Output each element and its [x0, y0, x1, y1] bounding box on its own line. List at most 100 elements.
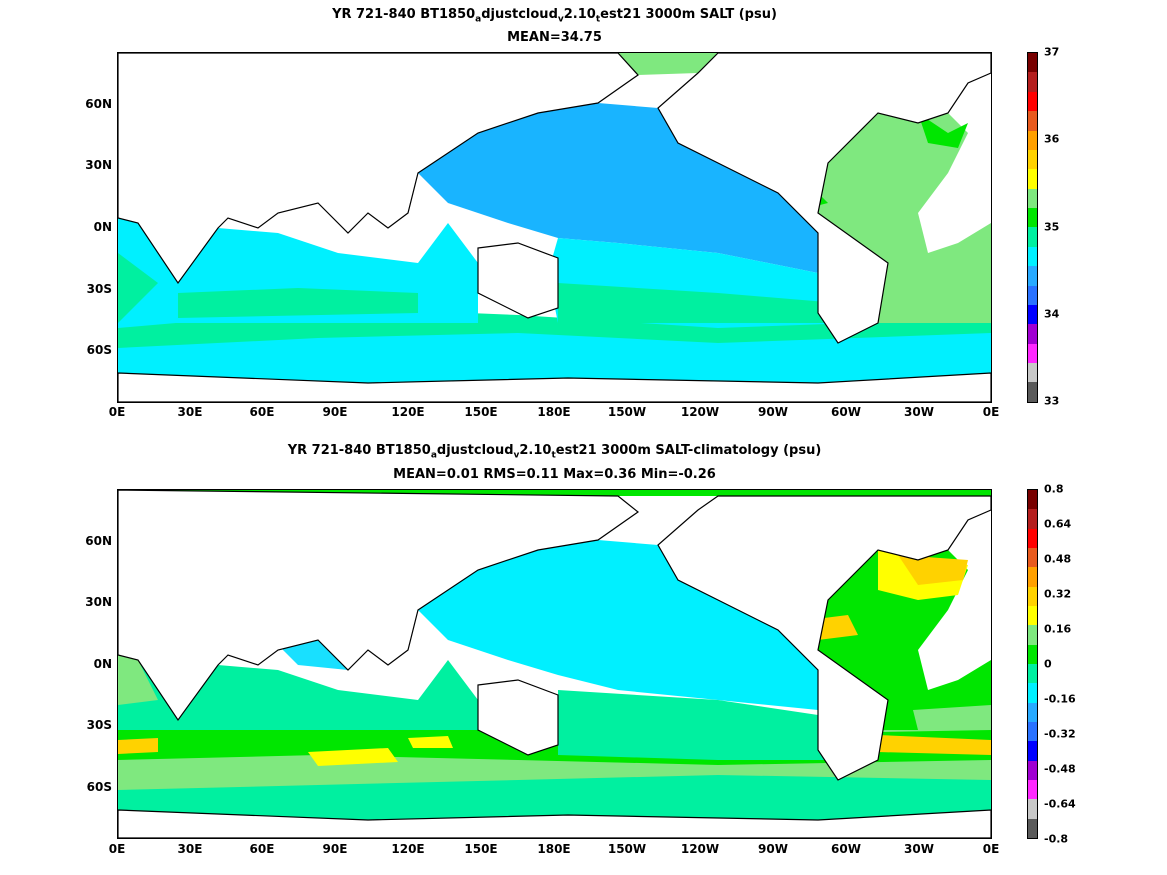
chart1-atlantic: [818, 113, 991, 323]
colorbar-segment: [1028, 382, 1037, 402]
colorbar-segment: [1028, 625, 1037, 645]
chart1-ytick: 60S: [86, 343, 112, 357]
chart1-xtick: 120E: [391, 405, 425, 419]
chart2-xtick: 120E: [391, 842, 425, 856]
chart2-ytick: 30N: [85, 595, 112, 609]
colorbar-segment: [1028, 304, 1037, 325]
chart1-colorbar-tick: 37: [1044, 45, 1060, 59]
colorbar-segment: [1028, 799, 1037, 819]
chart2-ytick: 30S: [86, 718, 112, 732]
chart1-ytick: 30N: [85, 158, 112, 172]
chart2-xtick: 120W: [680, 842, 720, 856]
colorbar-segment: [1028, 111, 1037, 131]
chart2-colorbar-tick: -0.8: [1044, 832, 1069, 846]
chart2-ytick: 60N: [85, 534, 112, 548]
chart2-map: [117, 489, 992, 839]
colorbar-segment: [1028, 663, 1037, 684]
chart2-land-australia: [477, 679, 559, 756]
chart1-xtick: 0E: [108, 405, 126, 419]
chart2-land-americas: [657, 495, 991, 781]
chart2-colorbar-tick: 0: [1044, 657, 1052, 671]
chart1-colorbar-tick: 34: [1044, 307, 1060, 321]
chart2-colorbar-tick: -0.64: [1044, 797, 1076, 811]
chart2-colorbar-tick: 0.8: [1044, 482, 1064, 496]
colorbar-segment: [1028, 779, 1037, 800]
colorbar-segment: [1028, 324, 1037, 344]
chart2-land-antarctica: [118, 809, 991, 838]
colorbar-segment: [1028, 586, 1037, 606]
colorbar-segment: [1028, 490, 1037, 510]
colorbar-segment: [1028, 91, 1037, 112]
chart1-xtick: 60W: [831, 405, 861, 419]
chart2-colorbar-tick: 0.16: [1044, 622, 1072, 636]
colorbar-segment: [1028, 818, 1037, 838]
chart1-land-antarctica: [118, 372, 991, 402]
chart1-xtick: 120W: [680, 405, 720, 419]
chart2-xtick: 90W: [758, 842, 788, 856]
chart2-ytick: 60S: [86, 780, 112, 794]
colorbar-segment: [1028, 53, 1037, 73]
colorbar-segment: [1028, 169, 1037, 189]
chart1-land-africa-eurasia: [118, 53, 639, 285]
chart1-pacific: [418, 103, 818, 273]
colorbar-segment: [1028, 285, 1037, 305]
colorbar-segment: [1028, 741, 1037, 761]
chart2-colorbar-tick: 0.32: [1044, 587, 1072, 601]
chart2-xtick: 90E: [322, 842, 348, 856]
colorbar-segment: [1028, 644, 1037, 664]
colorbar-segment: [1028, 363, 1037, 383]
chart1-land-americas: [657, 53, 991, 344]
chart2-land-africa-eurasia: [118, 490, 640, 722]
chart2-xtick: 60E: [249, 842, 275, 856]
chart2-colorbar-tick: -0.16: [1044, 692, 1076, 706]
chart2-colorbar-tick: 0.64: [1044, 517, 1072, 531]
chart1-ytick: 0N: [93, 220, 112, 234]
colorbar-segment: [1028, 567, 1037, 587]
colorbar-segment: [1028, 72, 1037, 92]
colorbar-segment: [1028, 149, 1037, 170]
chart1-xtick: 180E: [537, 405, 571, 419]
chart1-xtick: 90W: [758, 405, 788, 419]
chart2-xtick: 150W: [607, 842, 647, 856]
chart2-xtick: 30E: [177, 842, 203, 856]
chart1-land-australia: [477, 242, 559, 319]
chart1-map: [117, 52, 992, 403]
colorbar-segment: [1028, 509, 1037, 529]
chart1-xtick: 0E: [982, 405, 1000, 419]
colorbar-segment: [1028, 266, 1037, 286]
colorbar-segment: [1028, 605, 1037, 626]
colorbar-segment: [1028, 130, 1037, 150]
chart2-colorbar: [1027, 489, 1038, 839]
chart1-xtick: 30W: [904, 405, 934, 419]
colorbar-segment: [1028, 188, 1037, 208]
chart1-colorbar-tick: 36: [1044, 132, 1060, 146]
chart2-xtick: 180E: [537, 842, 571, 856]
chart2-colorbar-tick: 0.48: [1044, 552, 1072, 566]
colorbar-segment: [1028, 343, 1037, 363]
chart1-ytick: 60N: [85, 97, 112, 111]
chart2-xtick: 60W: [831, 842, 861, 856]
colorbar-segment: [1028, 246, 1037, 267]
colorbar-segment: [1028, 208, 1037, 228]
chart1-xtick: 150W: [607, 405, 647, 419]
colorbar-segment: [1028, 702, 1037, 722]
chart1-subtitle: MEAN=34.75: [507, 30, 602, 45]
chart1-map-svg: [118, 53, 991, 402]
chart1-colorbar-tick: 35: [1044, 220, 1060, 234]
chart2-xtick: 30W: [904, 842, 934, 856]
chart2-xtick: 0E: [982, 842, 1000, 856]
chart1-xtick: 90E: [322, 405, 348, 419]
chart1-arctic: [618, 53, 718, 75]
chart1-xtick: 30E: [177, 405, 203, 419]
colorbar-segment: [1028, 547, 1037, 568]
chart1-colorbar-tick: 33: [1044, 394, 1060, 408]
chart2-xtick: 150E: [464, 842, 498, 856]
chart1-xtick: 60E: [249, 405, 275, 419]
colorbar-segment: [1028, 721, 1037, 742]
chart2-pacific: [418, 540, 818, 710]
chart2-band-yellow: [308, 748, 398, 766]
chart2-colorbar-tick: -0.48: [1044, 762, 1076, 776]
chart2-map-svg: [118, 490, 991, 838]
chart2-indian-ocean: [118, 655, 478, 730]
chart1-xtick: 150E: [464, 405, 498, 419]
